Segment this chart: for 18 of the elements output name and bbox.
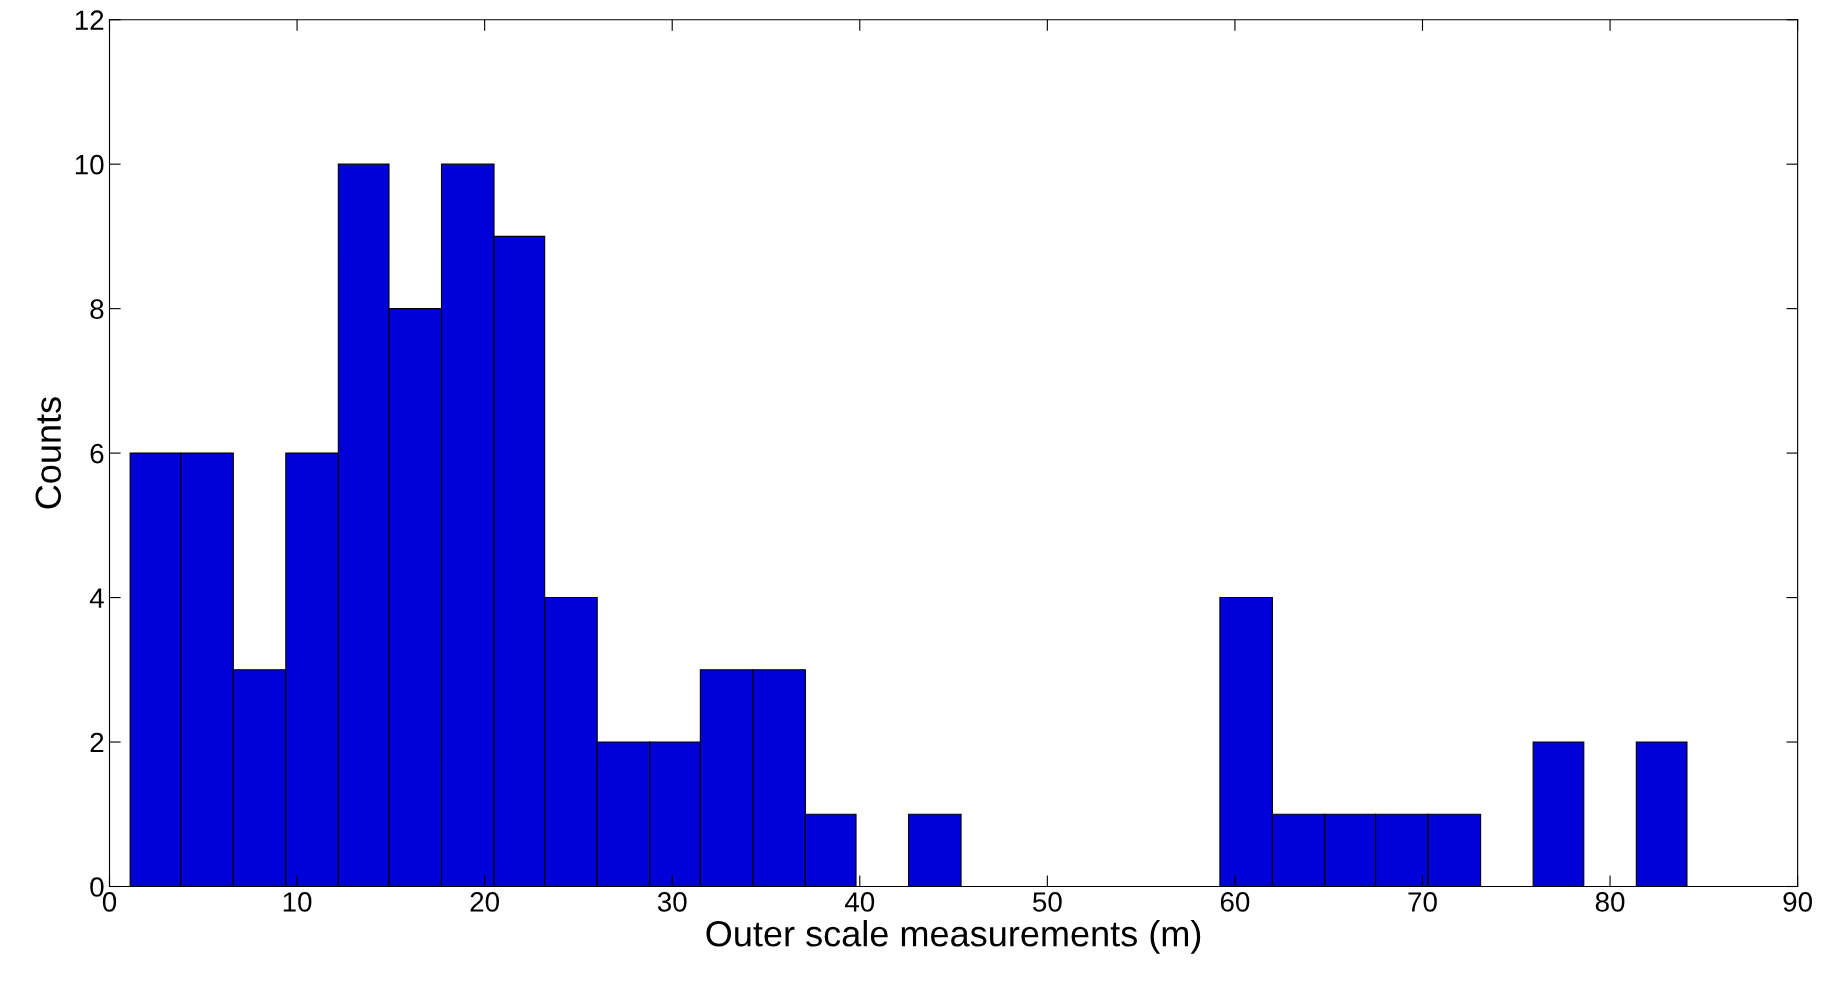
x-axis-title: Outer scale measurements (m) [706,920,1201,954]
x-tick-label: 50 [1033,892,1062,912]
y-axis-title: Counts [35,397,62,509]
x-tick-label: 70 [1408,892,1437,912]
x-tick-label: 90 [1783,892,1812,912]
x-tick-label: 30 [657,892,687,912]
y-tick-label: 8 [90,299,104,319]
x-tick-label: 40 [844,892,875,912]
y-tick-label: 4 [89,588,104,608]
x-tick-label: 10 [283,892,312,912]
x-tick-label: 60 [1220,892,1250,912]
y-tick-label: 0 [90,877,104,897]
y-tick-label: 10 [75,154,104,175]
y-tick-label: 6 [90,443,104,464]
x-tick-label: 80 [1595,892,1625,912]
y-tick-label: 2 [90,732,104,753]
y-tick-label: 12 [75,10,104,30]
x-tick-label: 20 [470,892,499,912]
